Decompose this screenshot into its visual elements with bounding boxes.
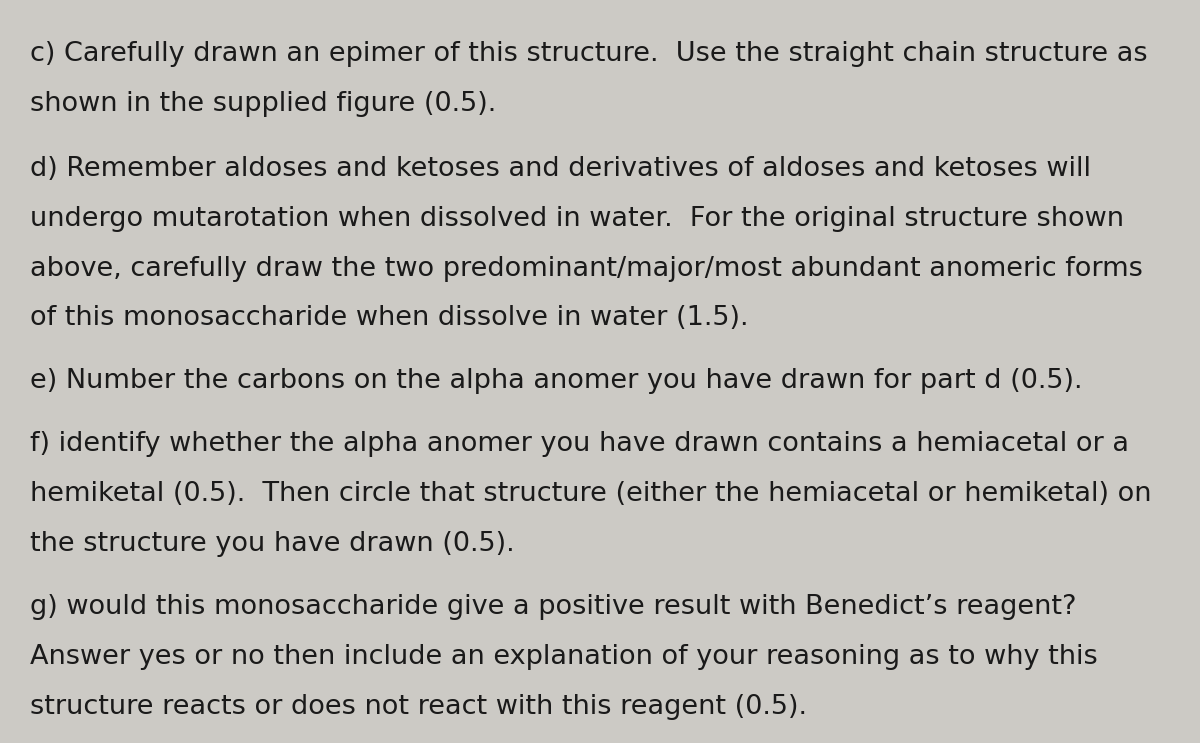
Text: f) identify whether the alpha anomer you have drawn contains a hemiacetal or a: f) identify whether the alpha anomer you…: [30, 431, 1129, 457]
Text: above, carefully draw the two predominant/major/most abundant anomeric forms: above, carefully draw the two predominan…: [30, 256, 1142, 282]
Text: of this monosaccharide when dissolve in water (1.5).: of this monosaccharide when dissolve in …: [30, 305, 749, 331]
Text: e) Number the carbons on the alpha anomer you have drawn for part d (0.5).: e) Number the carbons on the alpha anome…: [30, 368, 1082, 394]
Text: g) would this monosaccharide give a positive result with Benedict’s reagent?: g) would this monosaccharide give a posi…: [30, 594, 1076, 620]
Text: hemiketal (0.5).  Then circle that structure (either the hemiacetal or hemiketal: hemiketal (0.5). Then circle that struct…: [30, 481, 1152, 507]
Text: undergo mutarotation when dissolved in water.  For the original structure shown: undergo mutarotation when dissolved in w…: [30, 206, 1124, 232]
Text: c) Carefully drawn an epimer of this structure.  Use the straight chain structur: c) Carefully drawn an epimer of this str…: [30, 41, 1147, 67]
Text: shown in the supplied figure (0.5).: shown in the supplied figure (0.5).: [30, 91, 497, 117]
Text: Answer yes or no then include an explanation of your reasoning as to why this: Answer yes or no then include an explana…: [30, 644, 1098, 670]
Text: d) Remember aldoses and ketoses and derivatives of aldoses and ketoses will: d) Remember aldoses and ketoses and deri…: [30, 156, 1091, 182]
Text: structure reacts or does not react with this reagent (0.5).: structure reacts or does not react with …: [30, 694, 808, 720]
Text: the structure you have drawn (0.5).: the structure you have drawn (0.5).: [30, 531, 515, 557]
